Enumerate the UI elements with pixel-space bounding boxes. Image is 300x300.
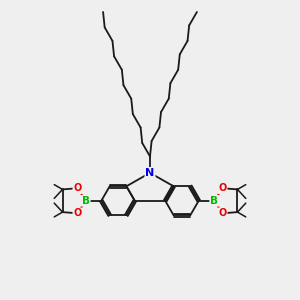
Text: N: N [146, 168, 154, 178]
Text: B: B [210, 196, 218, 206]
Text: B: B [82, 196, 90, 206]
Text: O: O [218, 183, 227, 193]
Text: O: O [73, 208, 82, 218]
Text: O: O [73, 183, 82, 193]
Text: O: O [218, 208, 227, 218]
